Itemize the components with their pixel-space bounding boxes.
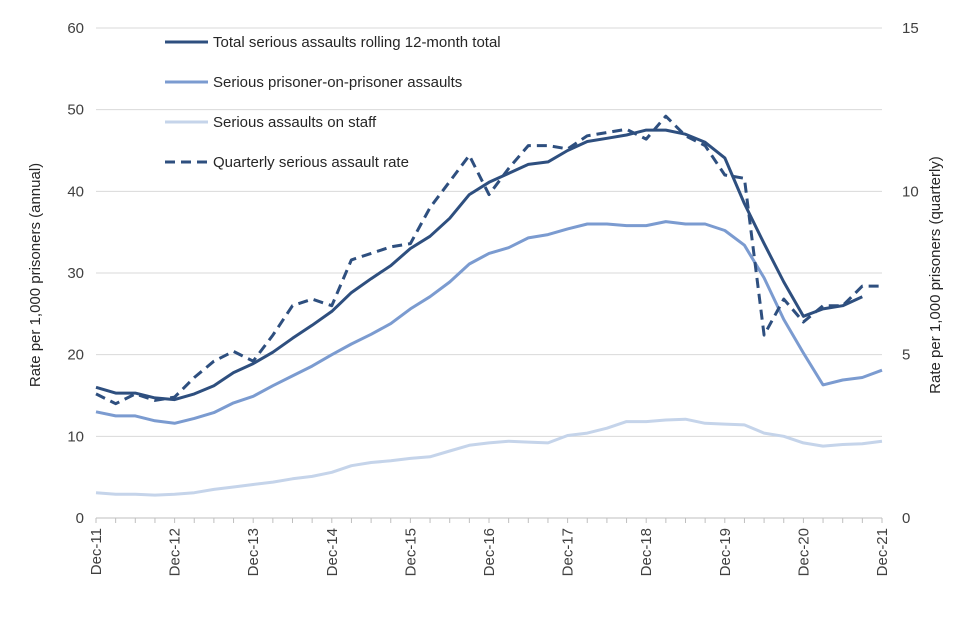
y-left-tick-label: 20: [67, 347, 84, 364]
y-left-tick-label: 10: [67, 428, 84, 445]
series-line-2: [95, 220, 883, 425]
series-line-3: [95, 417, 883, 497]
y-left-tick-label: 40: [67, 183, 84, 200]
series-line-1: [95, 128, 863, 402]
y-left-tick-label: 50: [67, 102, 84, 119]
axes: 0 10 20 30 40 50 60 0 5 10 15 Dec-11 Dec-12 Dec-13 Dec…: [67, 20, 918, 576]
x-tick-label: Dec-19: [717, 528, 734, 576]
x-tick-label: Dec-15: [402, 528, 419, 576]
legend-label-1: Total serious assaults rolling 12-month …: [213, 34, 501, 51]
legend: Total serious assaults rolling 12-month …: [165, 34, 501, 171]
series-lines: [95, 114, 883, 497]
legend-label-4: Quarterly serious assault rate: [213, 154, 409, 171]
x-tick-label: Dec-14: [324, 528, 341, 576]
x-tick-label: Dec-16: [481, 528, 498, 576]
y-left-tick-label: 60: [67, 20, 84, 37]
x-tick-label: Dec-20: [795, 528, 812, 576]
y-left-tick-label: 30: [67, 265, 84, 282]
x-tick-label: Dec-18: [638, 528, 655, 576]
x-tick-label: Dec-17: [560, 528, 577, 576]
y-right-tick-label: 5: [902, 347, 910, 364]
x-tick-label: Dec-11: [88, 528, 105, 575]
x-tick-label: Dec-21: [874, 528, 891, 576]
x-tick-label: Dec-13: [245, 528, 262, 576]
y-right-tick-label: 0: [902, 510, 910, 527]
y-left-tick-label: 0: [76, 510, 84, 527]
x-tick-label: Dec-12: [167, 528, 184, 576]
series-line-4: [95, 114, 882, 406]
y-right-tick-label: 10: [902, 183, 919, 200]
y-axis-left-title: Rate per 1,000 prisoners (annual): [27, 163, 44, 387]
y-axis-right-title: Rate per 1,000 prisoners (quarterly): [927, 156, 944, 394]
legend-label-2: Serious prisoner-on-prisoner assaults: [213, 74, 462, 91]
y-right-tick-label: 15: [902, 20, 919, 37]
legend-label-3: Serious assaults on staff: [213, 114, 377, 131]
